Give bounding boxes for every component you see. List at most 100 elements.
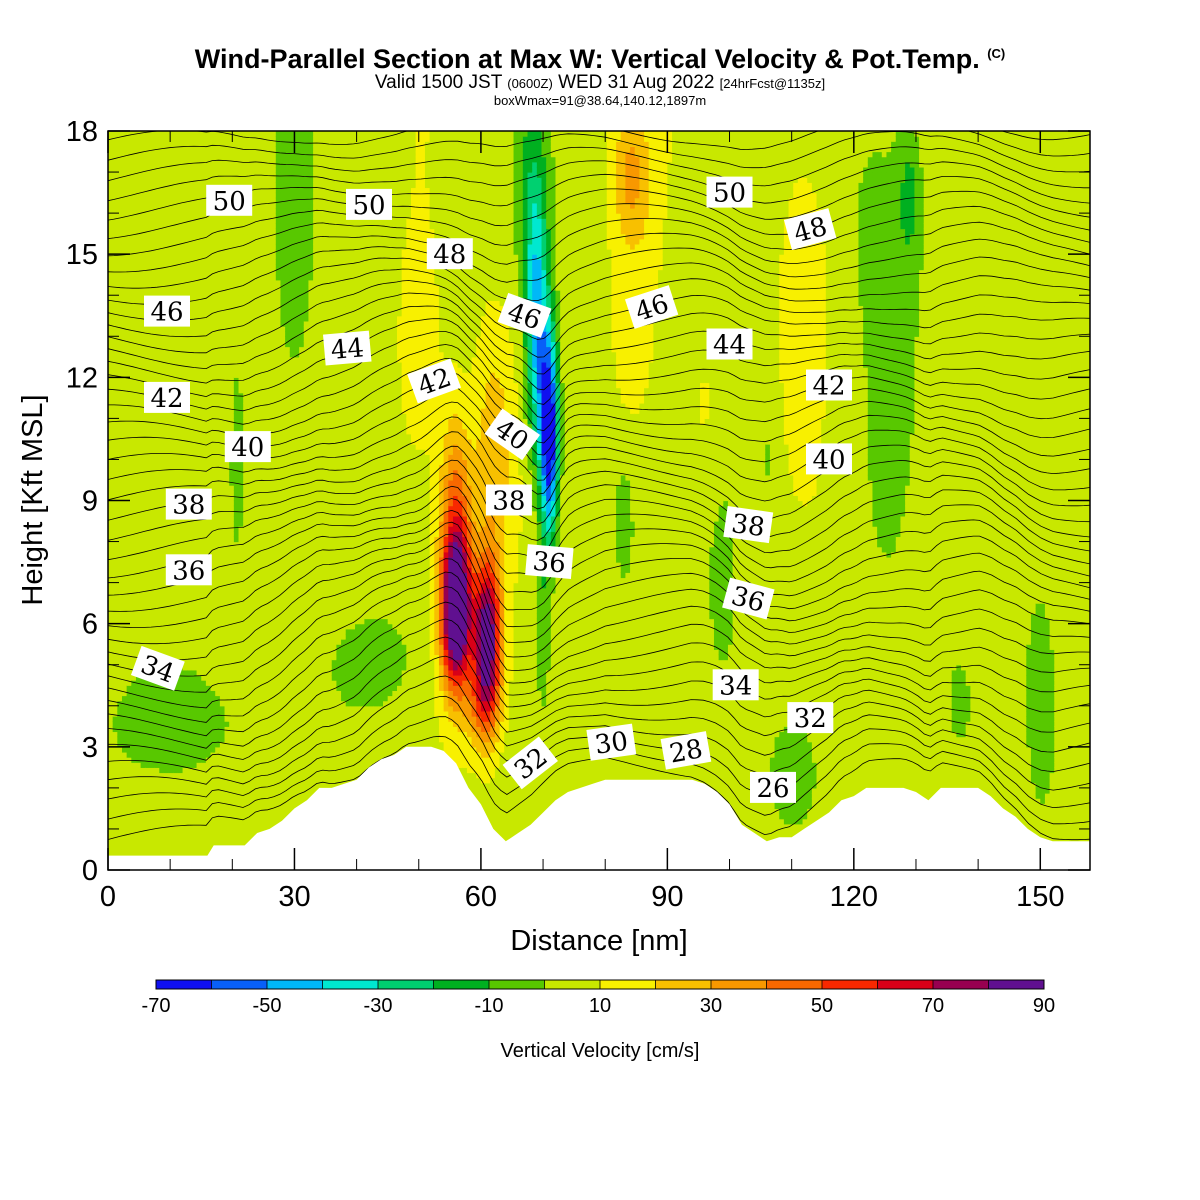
field-cell — [122, 295, 127, 301]
field-cell — [201, 203, 206, 209]
field-cell — [108, 490, 113, 496]
field-cell — [243, 475, 248, 481]
field-cell — [253, 213, 258, 219]
field-cell — [122, 300, 127, 306]
field-cell — [257, 654, 262, 660]
field-cell — [150, 490, 155, 496]
field-cell — [150, 772, 155, 778]
field-cell — [215, 357, 220, 363]
field-cell — [108, 521, 113, 527]
field-cell — [201, 424, 206, 430]
field-cell — [253, 167, 258, 173]
field-cell — [201, 316, 206, 322]
field-cell — [173, 480, 178, 486]
field-cell — [113, 829, 118, 835]
field-cell — [155, 459, 160, 465]
field-cell — [234, 300, 239, 306]
field-cell — [239, 393, 244, 399]
field-cell — [155, 808, 160, 814]
field-cell — [169, 208, 174, 214]
field-cell — [164, 193, 169, 199]
field-cell — [215, 316, 220, 322]
field-cell — [225, 357, 230, 363]
field-cell — [201, 542, 206, 548]
field-cell — [122, 424, 127, 430]
field-cell — [257, 742, 262, 748]
field-cell — [136, 762, 141, 768]
field-cell — [113, 259, 118, 265]
field-cell — [192, 305, 197, 311]
field-cell — [159, 511, 164, 517]
field-cell — [253, 577, 258, 583]
field-cell — [234, 639, 239, 645]
field-cell — [113, 223, 118, 229]
field-cell — [253, 814, 258, 820]
field-cell — [243, 177, 248, 183]
field-cell — [192, 649, 197, 655]
field-cell — [150, 152, 155, 158]
field-cell — [220, 608, 225, 614]
field-cell — [150, 434, 155, 440]
field-cell — [243, 516, 248, 522]
field-cell — [113, 187, 118, 193]
field-cell — [169, 213, 174, 219]
field-cell — [108, 485, 113, 491]
field-cell — [229, 295, 234, 301]
field-cell — [239, 388, 244, 394]
field-cell — [155, 839, 160, 845]
field-cell — [155, 767, 160, 773]
field-cell — [220, 531, 225, 537]
field-cell — [248, 824, 253, 830]
field-cell — [206, 834, 211, 840]
field-cell — [169, 608, 174, 614]
field-cell — [113, 752, 118, 758]
field-cell — [127, 295, 132, 301]
field-cell — [122, 280, 127, 286]
field-cell — [117, 547, 122, 553]
field-cell — [178, 721, 183, 727]
field-cell — [127, 388, 132, 394]
field-cell — [150, 454, 155, 460]
field-cell — [248, 172, 253, 178]
field-cell — [178, 285, 183, 291]
field-cell — [150, 290, 155, 296]
field-cell — [178, 536, 183, 542]
field-cell — [183, 814, 188, 820]
field-cell — [155, 577, 160, 583]
field-cell — [187, 542, 192, 548]
field-cell — [173, 531, 178, 537]
field-cell — [141, 182, 146, 188]
field-cell — [225, 567, 230, 573]
field-cell — [155, 413, 160, 419]
field-cell — [229, 542, 234, 548]
field-cell — [234, 721, 239, 727]
field-cell — [150, 634, 155, 640]
field-cell — [173, 285, 178, 291]
field-cell — [197, 747, 202, 753]
field-cell — [229, 521, 234, 527]
field-cell — [239, 362, 244, 368]
field-cell — [248, 326, 253, 332]
field-cell — [225, 547, 230, 553]
field-cell — [248, 177, 253, 183]
field-cell — [127, 516, 132, 522]
field-cell — [187, 208, 192, 214]
field-cell — [164, 778, 169, 784]
field-cell — [197, 690, 202, 696]
field-cell — [229, 660, 234, 666]
field-cell — [150, 839, 155, 845]
field-cell — [141, 131, 146, 137]
field-cell — [141, 198, 146, 204]
field-cell — [127, 459, 132, 465]
field-cell — [215, 280, 220, 286]
field-cell — [220, 506, 225, 512]
field-cell — [220, 152, 225, 158]
field-cell — [243, 285, 248, 291]
field-cell — [173, 444, 178, 450]
field-cell — [131, 583, 136, 589]
field-cell — [155, 439, 160, 445]
field-cell — [108, 434, 113, 440]
field-cell — [164, 444, 169, 450]
field-cell — [197, 136, 202, 142]
field-cell — [145, 778, 150, 784]
